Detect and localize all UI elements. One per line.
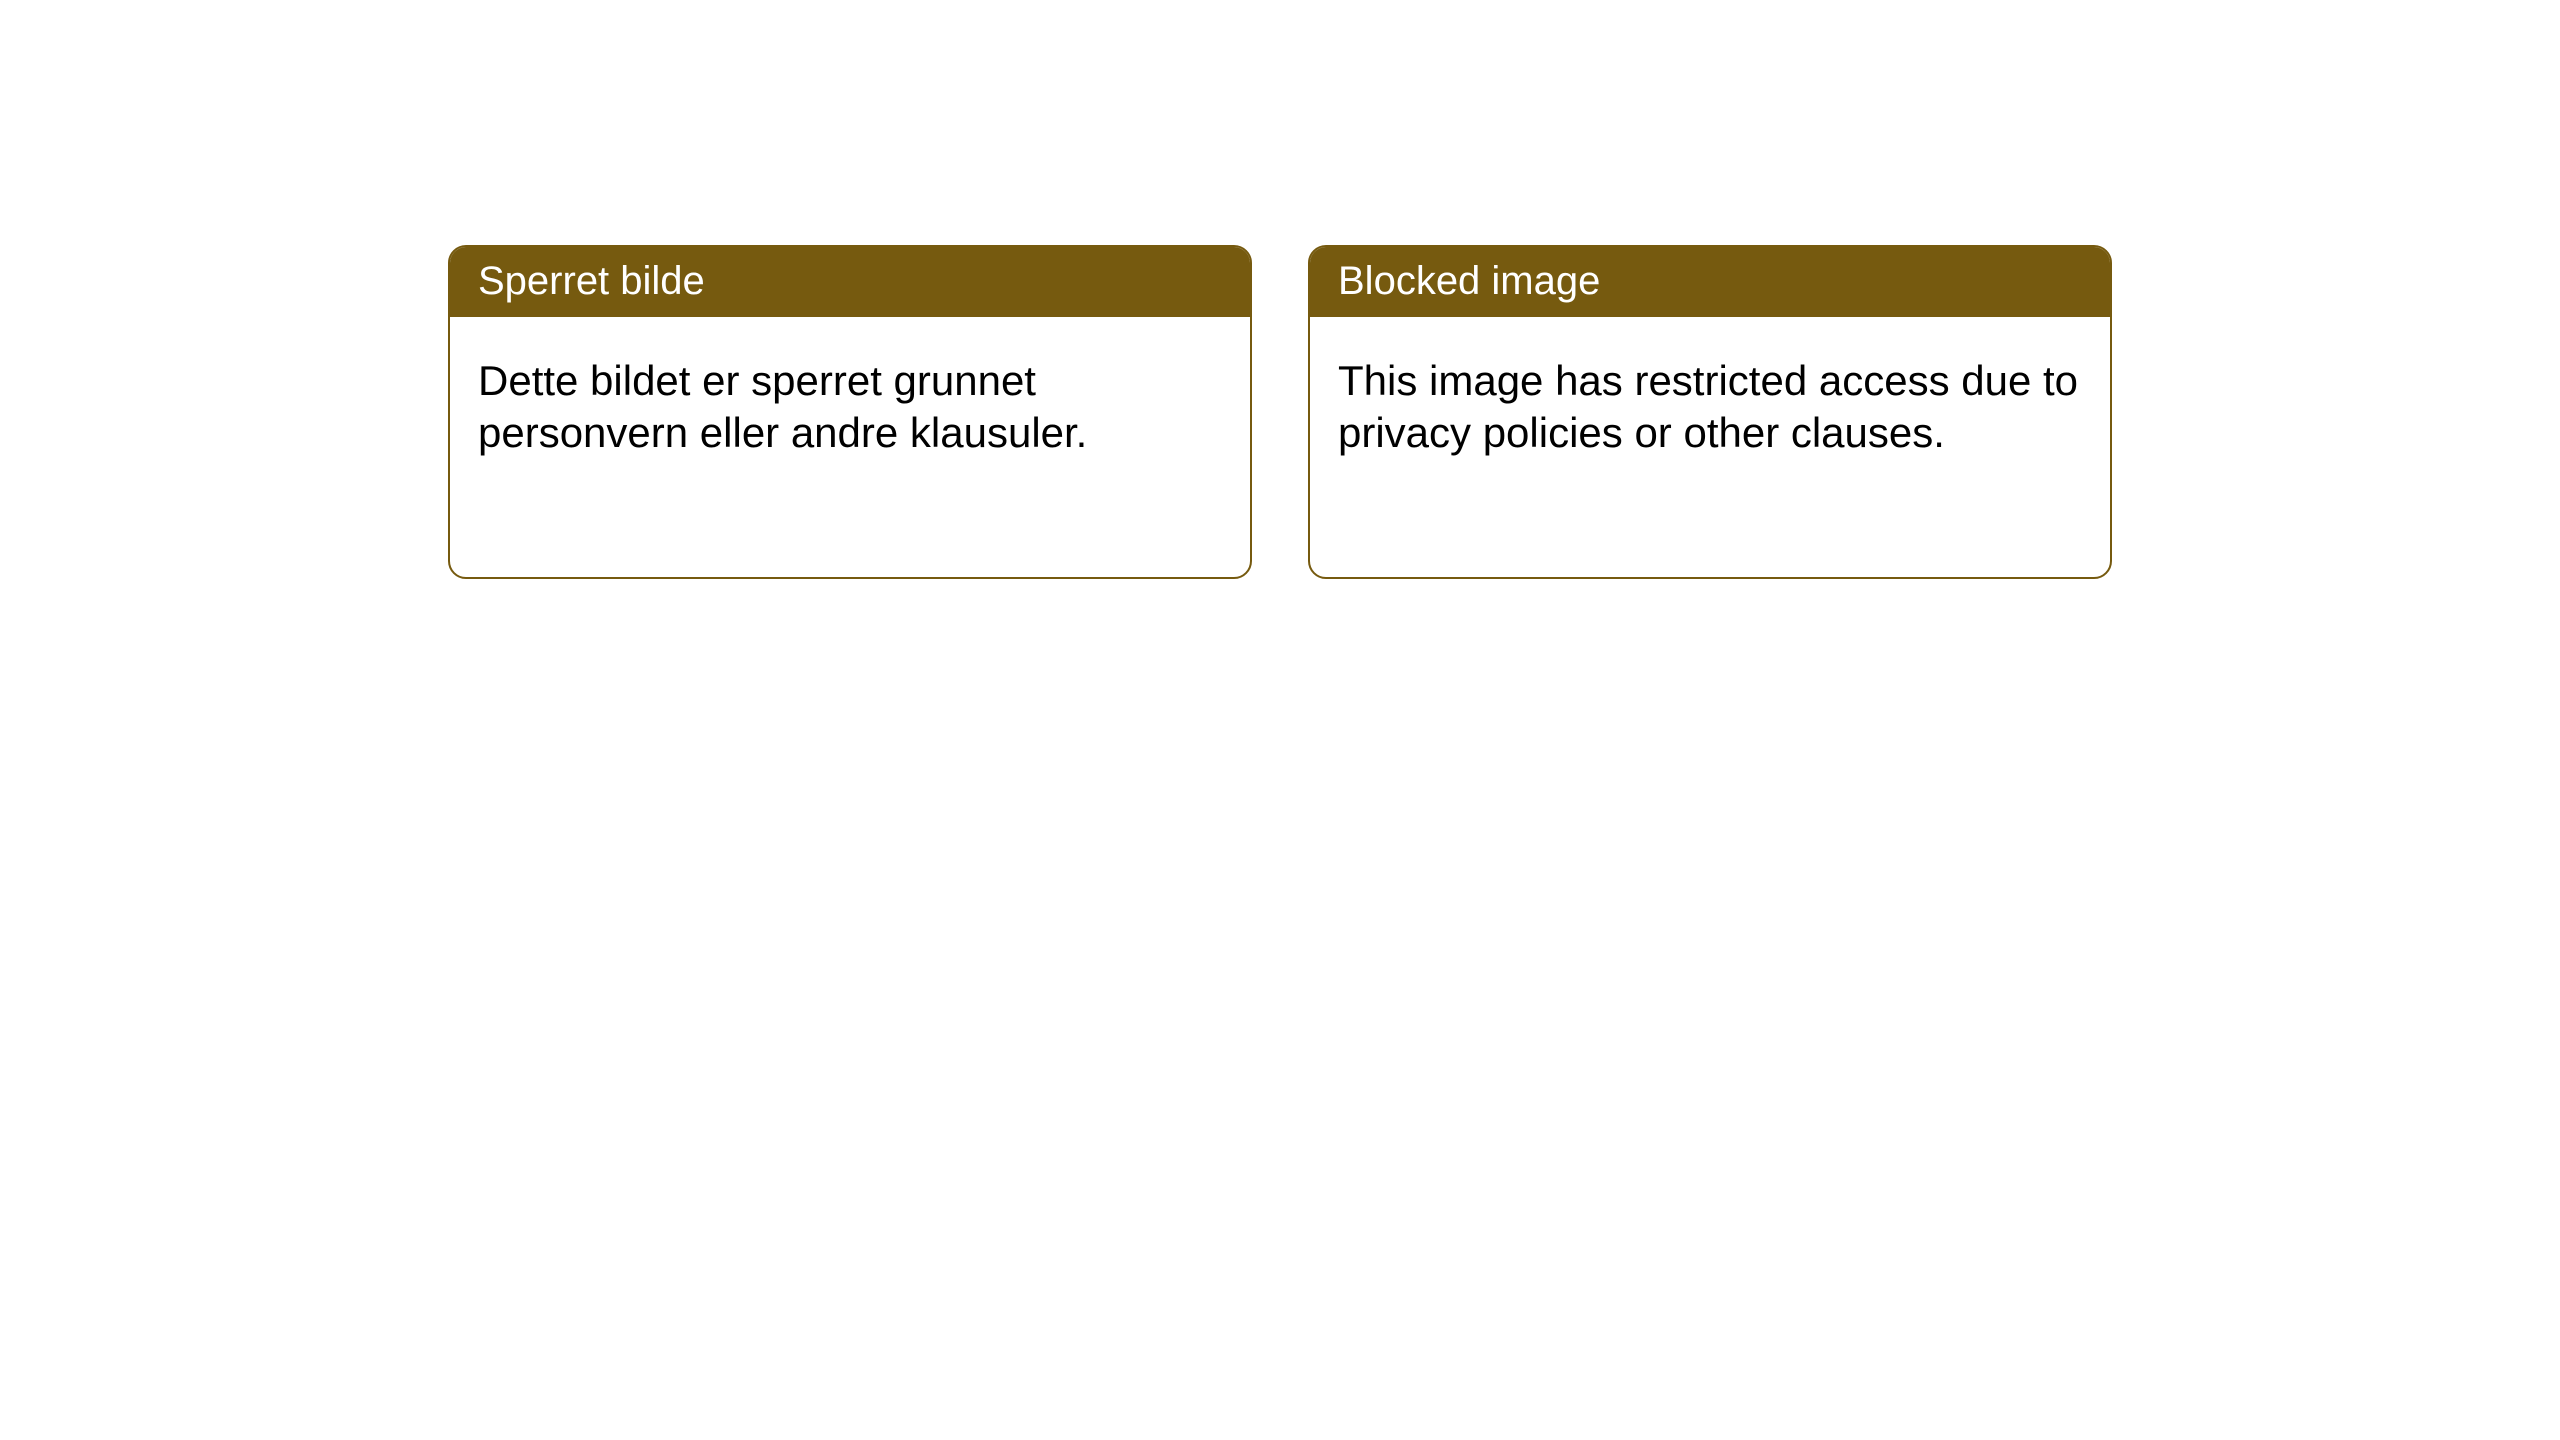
card-body-english: This image has restricted access due to … xyxy=(1310,317,2110,487)
card-header-norwegian: Sperret bilde xyxy=(450,247,1250,317)
blocked-image-card-norwegian: Sperret bilde Dette bildet er sperret gr… xyxy=(448,245,1252,579)
notice-container: Sperret bilde Dette bildet er sperret gr… xyxy=(0,0,2560,579)
card-body-norwegian: Dette bildet er sperret grunnet personve… xyxy=(450,317,1250,487)
card-header-english: Blocked image xyxy=(1310,247,2110,317)
blocked-image-card-english: Blocked image This image has restricted … xyxy=(1308,245,2112,579)
